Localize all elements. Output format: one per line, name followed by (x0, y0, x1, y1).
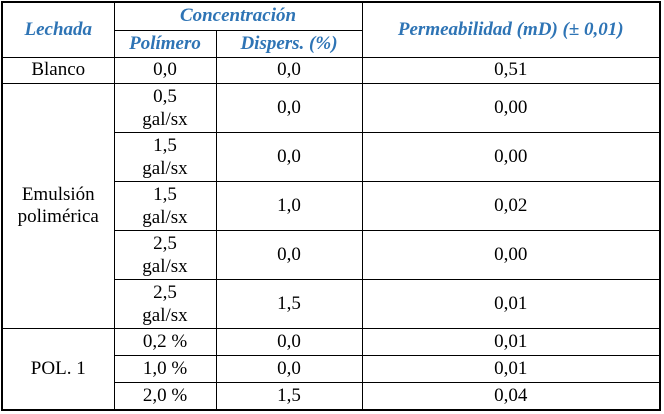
cell-permeabilidad: 0,00 (361, 229, 661, 281)
cell-lechada-emulsion: Emulsión polimérica (1, 82, 115, 330)
cell-polimero: 2,5 gal/sx (113, 279, 217, 330)
table-row: 1,5 gal/sx 0,0 0,00 (2, 131, 661, 182)
table-row: 1,5 gal/sx 1,0 0,02 (2, 180, 661, 231)
cell-dispers: 0,0 (215, 131, 363, 182)
cell-permeabilidad: 0,01 (361, 355, 661, 384)
cell-dispers: 0,0 (215, 82, 363, 133)
polimero-unit: gal/sx (142, 305, 188, 327)
cell-dispers: 1,0 (215, 180, 363, 231)
cell-dispers: 0,0 (215, 229, 363, 281)
table-row: 2,5 gal/sx 0,0 0,00 (2, 229, 661, 281)
cell-dispers: 0,0 (215, 328, 363, 357)
cell-polimero: 2,0 % (113, 382, 217, 411)
polimero-unit: gal/sx (142, 108, 188, 130)
polimero-value: 1,5 (153, 183, 177, 205)
cell-polimero: 0,5 gal/sx (113, 82, 217, 133)
cell-polimero: 1,5 gal/sx (113, 131, 217, 182)
cell-permeabilidad: 0,01 (361, 328, 661, 357)
table-row: POL. 1 0,2 % 0,0 0,01 (1, 328, 661, 411)
cell-polimero: 2,5 gal/sx (113, 229, 217, 281)
col-header-polimero: Polímero (113, 29, 217, 58)
col-header-concentracion: Concentración (113, 1, 363, 31)
polimero-unit: gal/sx (142, 206, 188, 228)
cell-dispers: 0,0 (215, 56, 363, 84)
polimero-value: 0,5 (153, 85, 177, 107)
polimero-unit: gal/sx (142, 256, 188, 277)
cell-polimero: 0,0 (113, 56, 217, 84)
col-header-lechada: Lechada (1, 1, 115, 58)
cell-dispers: 1,5 (215, 279, 363, 330)
cell-dispers: 1,5 (215, 382, 363, 411)
header-row-2: Polímero Dispers. (%) (2, 29, 660, 58)
polimero-value: 2,5 (153, 282, 177, 304)
cell-polimero: 1,0 % (113, 355, 217, 384)
table-row: 1,0 % 0,0 0,01 (2, 355, 661, 384)
table-row: Emulsión polimérica 0,5 gal/sx 0,0 0,00 (1, 82, 661, 330)
polimero-value: 1,5 (153, 134, 177, 156)
cell-dispers: 0,0 (215, 355, 363, 384)
cell-permeabilidad: 0,04 (361, 382, 661, 411)
cell-lechada-blanco: Blanco (1, 56, 115, 84)
cell-permeabilidad: 0,00 (361, 82, 661, 133)
col-header-dispers: Dispers. (%) (215, 29, 363, 58)
cell-permeabilidad: 0,51 (361, 56, 661, 84)
table-row: 2,5 gal/sx 1,5 0,01 (2, 279, 661, 330)
header-row-1: Lechada Concentración Permeabilidad (mD)… (1, 1, 661, 58)
polimero-unit: gal/sx (142, 157, 188, 179)
polimero-value: 2,5 (153, 233, 177, 254)
cell-permeabilidad: 0,01 (361, 279, 661, 330)
table-row: 2,0 % 1,5 0,04 (2, 382, 661, 411)
cell-polimero: 1,5 gal/sx (113, 180, 217, 231)
cell-lechada-pol1: POL. 1 (1, 328, 115, 411)
col-header-permeabilidad: Permeabilidad (mD) (± 0,01) (361, 1, 661, 58)
cell-permeabilidad: 0,00 (361, 131, 661, 182)
cell-permeabilidad: 0,02 (361, 180, 661, 231)
table-row: Blanco 0,0 0,0 0,51 (1, 56, 661, 84)
cell-polimero: 0,2 % (113, 328, 217, 357)
